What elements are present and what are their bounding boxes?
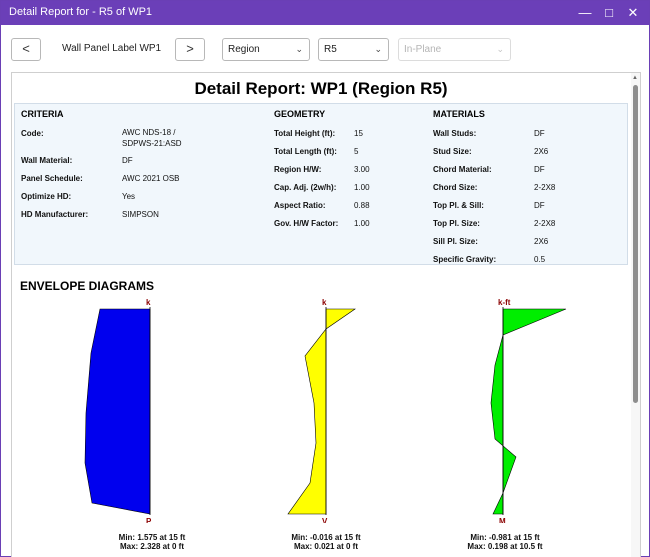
geometry-label: Cap. Adj. (2w/h): [274, 183, 337, 192]
envelope-diagrams: k P k V k-ft M [84, 298, 567, 523]
materials-heading: MATERIALS [433, 109, 485, 119]
geometry-value: 15 [354, 129, 363, 138]
report-title: Detail Report: WP1 (Region R5) [194, 79, 448, 98]
axial-stats: Min: 1.575 at 15 ft Max: 2.328 at 0 ft [92, 533, 212, 551]
moment-min: Min: -0.981 at 15 ft [470, 533, 540, 542]
materials-label: Chord Material: [433, 165, 492, 174]
materials-value: DF [534, 201, 545, 210]
materials-value: 2-2X8 [534, 183, 556, 192]
criteria-value-line: SDPWS-21:ASD [122, 139, 182, 148]
geometry-value: 3.00 [354, 165, 370, 174]
scroll-up-icon[interactable]: ▲ [632, 75, 638, 81]
geometry-heading: GEOMETRY [274, 109, 326, 119]
plane-select: In-Plane ⌄ [398, 38, 511, 61]
criteria-label: Code: [21, 129, 44, 138]
criteria-label: Panel Schedule: [21, 174, 83, 183]
moment-unit-label: k-ft [498, 298, 511, 307]
plane-value: In-Plane [404, 44, 442, 55]
geometry-value: 5 [354, 147, 359, 156]
moment-diagram-label: M [499, 517, 506, 523]
materials-value: 2-2X8 [534, 219, 556, 228]
materials-value: 0.5 [534, 255, 546, 264]
geometry-label: Gov. H/W Factor: [274, 219, 339, 228]
geometry-value: 1.00 [354, 219, 370, 228]
title-bar: Detail Report for - R5 of WP1 — □ ✕ [1, 1, 649, 25]
geometry-label: Total Height (ft): [274, 129, 336, 138]
materials-label: Wall Studs: [433, 129, 477, 138]
criteria-label: HD Manufacturer: [21, 210, 89, 219]
axial-unit-label: k [146, 298, 151, 307]
criteria-heading: CRITERIA [21, 109, 64, 119]
panel-label: Wall Panel Label WP1 [62, 43, 162, 54]
shear-min: Min: -0.016 at 15 ft [291, 533, 361, 542]
axial-min: Min: 1.575 at 15 ft [118, 533, 186, 542]
toolbar: < Wall Panel Label WP1 > Region ⌄ R5 ⌄ I… [1, 25, 649, 71]
criteria-label: Optimize HD: [21, 192, 72, 201]
geometry-label: Region H/W: [274, 165, 322, 174]
shear-unit-label: k [322, 298, 327, 307]
close-icon[interactable]: ✕ [627, 5, 639, 20]
shear-max: Max: 0.021 at 0 ft [293, 542, 359, 551]
region-value: R5 [324, 44, 337, 55]
materials-label: Sill Pl. Size: [433, 237, 478, 246]
materials-label: Top Pl. Size: [433, 219, 480, 228]
geometry-value: 0.88 [354, 201, 370, 210]
moment-stats: Min: -0.981 at 15 ft Max: 0.198 at 10.5 … [445, 533, 565, 551]
scroll-thumb[interactable] [633, 85, 638, 403]
axial-envelope-fill [84, 308, 151, 515]
maximize-icon[interactable]: □ [605, 5, 613, 20]
geometry-label: Aspect Ratio: [274, 201, 326, 210]
chevron-down-icon: ⌄ [496, 44, 504, 54]
materials-value: 2X6 [534, 237, 549, 246]
moment-envelope-fill [490, 308, 567, 515]
region-type-select[interactable]: Region ⌄ [222, 38, 310, 61]
criteria-value: SIMPSON [122, 210, 159, 219]
geometry-value: 1.00 [354, 183, 370, 192]
minimize-icon[interactable]: — [578, 5, 592, 20]
criteria-value: AWC NDS-18 / SDPWS-21:ASD [122, 127, 182, 149]
shear-stats: Min: -0.016 at 15 ft Max: 0.021 at 0 ft [266, 533, 386, 551]
geometry-label: Total Length (ft): [274, 147, 337, 156]
criteria-value: DF [122, 156, 133, 165]
materials-value: DF [534, 129, 545, 138]
report-panel[interactable]: Detail Report: WP1 (Region R5) CRITERIA … [11, 72, 641, 557]
criteria-value: Yes [122, 192, 136, 201]
moment-max: Max: 0.198 at 10.5 ft [467, 542, 543, 551]
info-box: CRITERIA Code: AWC NDS-18 / SDPWS-21:ASD… [14, 103, 628, 265]
criteria-value: AWC 2021 OSB [122, 174, 180, 183]
window-title: Detail Report for - R5 of WP1 [9, 6, 153, 18]
envelope-diagrams-heading: ENVELOPE DIAGRAMS [20, 279, 155, 293]
materials-label: Specific Gravity: [433, 255, 497, 264]
criteria-label: Wall Material: [21, 156, 73, 165]
materials-value: DF [534, 165, 545, 174]
materials-label: Stud Size: [433, 147, 472, 156]
next-panel-button[interactable]: > [175, 38, 205, 61]
materials-value: 2X6 [534, 147, 549, 156]
axial-max: Max: 2.328 at 0 ft [119, 542, 185, 551]
axial-diagram-label: P [146, 517, 152, 523]
shear-diagram-label: V [322, 517, 328, 523]
shear-envelope-fill [287, 308, 356, 515]
materials-label: Chord Size: [433, 183, 478, 192]
chevron-down-icon: ⌄ [374, 44, 382, 54]
region-select[interactable]: R5 ⌄ [318, 38, 389, 61]
previous-panel-button[interactable]: < [11, 38, 41, 61]
materials-label: Top Pl. & Sill: [433, 201, 484, 210]
vertical-scrollbar[interactable]: ▲ [631, 73, 640, 557]
region-type-value: Region [228, 44, 260, 55]
criteria-value-line: AWC NDS-18 / [122, 128, 176, 137]
chevron-down-icon: ⌄ [295, 44, 303, 54]
